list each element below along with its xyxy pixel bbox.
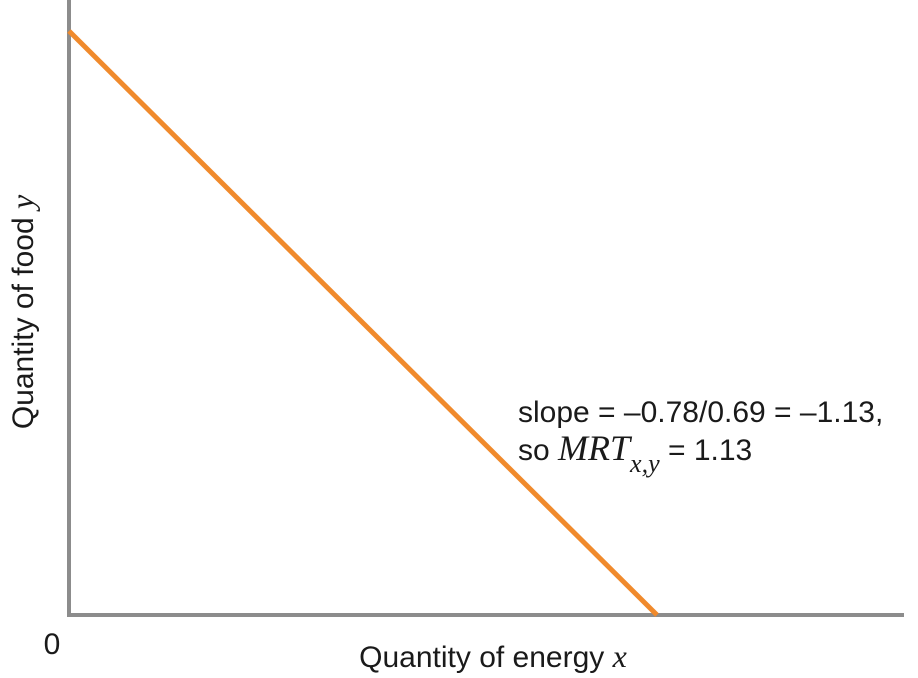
slope-annotation-line1: slope = –0.78/0.69 = –1.13, bbox=[518, 396, 883, 429]
annotation-suffix: = 1.13 bbox=[660, 434, 753, 467]
origin-label: 0 bbox=[44, 628, 61, 661]
x-axis-title-space bbox=[604, 641, 612, 674]
annotation-prefix: so bbox=[518, 434, 558, 467]
y-axis-title-text: Quantity of food bbox=[7, 217, 40, 429]
series-group bbox=[67, 29, 659, 617]
y-axis-title-space bbox=[7, 209, 40, 217]
y-axis-variable: y bbox=[4, 194, 40, 212]
annotation-mrt: MRT bbox=[557, 428, 633, 468]
y-axis-title: Quantity of food y bbox=[4, 194, 40, 429]
slope-annotation-line2: so MRTx,y = 1.13 bbox=[518, 428, 752, 478]
x-axis-title-text: Quantity of energy bbox=[359, 641, 604, 674]
annotation-subscript: x,y bbox=[629, 449, 660, 478]
x-axis-title: Quantity of energy x bbox=[359, 638, 627, 674]
series-line-0 bbox=[67, 29, 659, 617]
x-axis-variable: x bbox=[612, 638, 627, 674]
